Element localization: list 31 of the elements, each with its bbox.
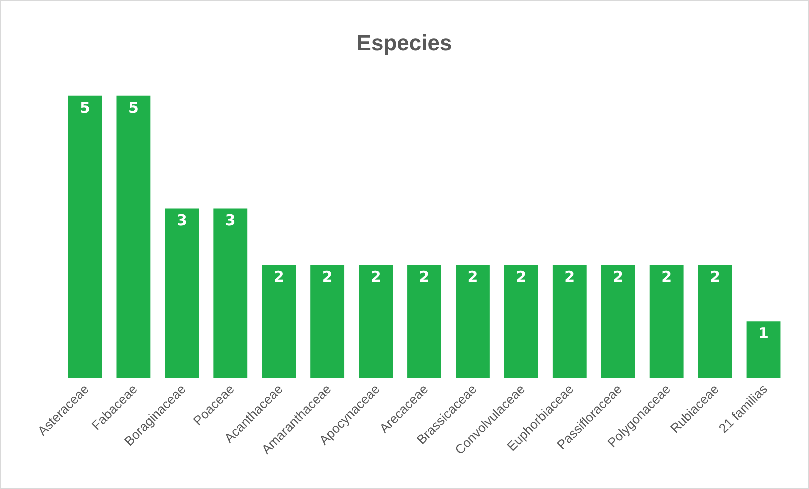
- data-label: 2: [564, 268, 576, 286]
- data-label: 5: [80, 98, 90, 117]
- bar: [214, 208, 248, 378]
- data-label: 5: [128, 98, 139, 117]
- data-label: 2: [516, 268, 527, 286]
- data-label: 2: [370, 268, 382, 286]
- data-label: 2: [274, 268, 284, 286]
- data-label: 2: [419, 268, 430, 286]
- bar: [408, 265, 442, 378]
- bar: [310, 265, 345, 378]
- bar: [552, 265, 587, 378]
- bar: [262, 265, 296, 378]
- bar: [456, 265, 490, 378]
- bar: [601, 265, 636, 378]
- bar: [698, 265, 732, 378]
- bar: [359, 265, 393, 378]
- data-label: 3: [176, 212, 188, 230]
- data-label: 2: [468, 268, 478, 286]
- bar: [68, 96, 102, 378]
- data-label: 2: [710, 268, 721, 286]
- bar: [116, 96, 151, 378]
- chart-title: Especies: [356, 30, 452, 56]
- data-label: 3: [225, 212, 236, 230]
- data-label: 2: [662, 268, 672, 286]
- bar: [650, 265, 684, 378]
- bar: [746, 322, 781, 378]
- bar: [504, 265, 538, 378]
- data-label: 2: [613, 268, 624, 286]
- data-label: 2: [322, 268, 333, 286]
- bar: [165, 208, 200, 378]
- data-label: 1: [758, 324, 769, 343]
